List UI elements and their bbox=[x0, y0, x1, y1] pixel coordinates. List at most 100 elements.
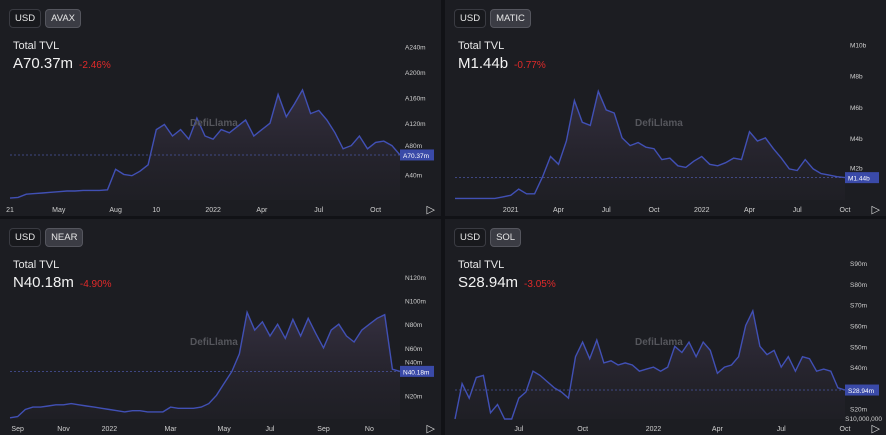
current-value-label: M1.44b bbox=[848, 176, 870, 183]
x-tick-label: 2022 bbox=[646, 426, 662, 433]
tvl-value: M1.44b bbox=[458, 55, 509, 72]
tvl-value-row: S28.94m -3.05% bbox=[458, 274, 556, 291]
x-tick-label: Sep bbox=[317, 426, 330, 433]
x-tick-label: Apr bbox=[256, 207, 268, 214]
x-tick-label: Oct bbox=[840, 426, 851, 433]
y-tick-label: M6b bbox=[850, 105, 863, 112]
tvl-area bbox=[10, 312, 400, 419]
x-tick-label: Jul bbox=[314, 207, 323, 214]
token-toggle-button[interactable]: SOL bbox=[490, 228, 522, 247]
usd-toggle-button[interactable]: USD bbox=[454, 228, 487, 247]
y-tick-label: S70m bbox=[850, 303, 867, 310]
y-tick-label: A40m bbox=[405, 172, 422, 179]
x-tick-label: 2021 bbox=[503, 207, 519, 214]
y-tick-label: S10,000,000 bbox=[845, 416, 882, 423]
x-tick-label: May bbox=[52, 207, 66, 214]
current-value-label: S28.94m bbox=[848, 388, 874, 395]
watermark-logo: DefiLlama bbox=[190, 118, 238, 129]
tvl-value-row: M1.44b -0.77% bbox=[458, 55, 546, 72]
x-tick-label: 2022 bbox=[102, 426, 118, 433]
y-tick-label: M10b bbox=[850, 43, 867, 50]
tvl-value-row: A70.37m -2.46% bbox=[13, 55, 111, 72]
watermark-logo: DefiLlama bbox=[635, 337, 683, 348]
play-icon[interactable]: ▷ bbox=[426, 423, 435, 435]
y-tick-label: N40m bbox=[405, 359, 422, 366]
current-value-label: A70.37m bbox=[403, 153, 429, 160]
tvl-chart: N20m N40m N60m N80m N100m N120m N40.18m Sep Nov 2… bbox=[9, 275, 434, 433]
tvl-area bbox=[455, 91, 845, 200]
tvl-change: -0.77% bbox=[514, 60, 546, 71]
watermark-logo: DefiLlama bbox=[190, 337, 238, 348]
y-tick-label: N100m bbox=[405, 298, 426, 305]
usd-toggle-button[interactable]: USD bbox=[9, 228, 42, 247]
x-tick-label: 2022 bbox=[694, 207, 710, 214]
x-tick-label: Aug bbox=[109, 207, 122, 214]
y-tick-label: A120m bbox=[405, 121, 426, 128]
y-tick-label: A200m bbox=[405, 70, 426, 77]
x-tick-label: Oct bbox=[370, 207, 381, 214]
y-tick-label: S80m bbox=[850, 282, 867, 289]
current-value-badge bbox=[845, 172, 879, 184]
y-tick-label: S60m bbox=[850, 323, 867, 330]
x-tick-label: Jul bbox=[514, 426, 523, 433]
x-tick-label: Oct bbox=[840, 207, 851, 214]
tvl-line bbox=[9, 88, 401, 199]
y-tick-label: A80m bbox=[405, 143, 422, 150]
y-tick-label: M4b bbox=[850, 136, 863, 143]
token-toggle-button[interactable]: AVAX bbox=[45, 9, 81, 28]
x-tick-label: Mar bbox=[165, 426, 178, 433]
x-tick-label: Jul bbox=[602, 207, 611, 214]
tvl-label: Total TVL bbox=[13, 40, 60, 52]
tvl-label: Total TVL bbox=[458, 259, 505, 271]
tvl-chart: S10,000,000 S20m S40m S50m S60m S70m S80m S90m S… bbox=[454, 261, 882, 433]
x-tick-label: May bbox=[218, 426, 232, 433]
tvl-line bbox=[455, 89, 846, 200]
watermark-logo: DefiLlama bbox=[635, 118, 683, 129]
sol-tvl-panel: S10,000,000 S20m S40m S50m S60m S70m S80m S90m S… bbox=[445, 219, 886, 435]
token-toggle-button[interactable]: MATIC bbox=[490, 9, 531, 28]
x-tick-label: 21 bbox=[6, 207, 14, 214]
usd-toggle-button[interactable]: USD bbox=[454, 9, 487, 28]
current-value-badge bbox=[400, 149, 434, 161]
tvl-area bbox=[455, 310, 845, 419]
y-tick-label: M8b bbox=[850, 74, 863, 81]
x-tick-label: Apr bbox=[712, 426, 724, 433]
y-tick-label: N80m bbox=[405, 322, 422, 329]
x-tick-label: Oct bbox=[649, 207, 660, 214]
avax-tvl-panel: A40m A80m A120m A160m A200m A240m A70.37m 21 May… bbox=[0, 0, 441, 216]
x-tick-label: Jul bbox=[777, 426, 786, 433]
y-tick-label: S40m bbox=[850, 365, 867, 372]
token-toggle-button[interactable]: NEAR bbox=[45, 228, 84, 247]
y-tick-label: S90m bbox=[850, 261, 867, 268]
current-value-badge bbox=[400, 365, 434, 377]
tvl-change: -4.90% bbox=[79, 279, 112, 290]
y-tick-label: N60m bbox=[405, 346, 422, 353]
x-tick-label: Apr bbox=[553, 207, 565, 214]
tvl-value: N40.18m bbox=[13, 274, 74, 291]
tvl-value-row: N40.18m -4.90% bbox=[13, 274, 112, 291]
x-tick-label: 2022 bbox=[205, 207, 221, 214]
y-tick-label: A240m bbox=[405, 44, 426, 51]
tvl-line bbox=[9, 309, 401, 419]
x-tick-label: 10 bbox=[152, 207, 160, 214]
tvl-change: -3.05% bbox=[524, 279, 556, 290]
current-value-badge bbox=[845, 384, 879, 396]
y-tick-label: A160m bbox=[405, 96, 426, 103]
tvl-line bbox=[454, 308, 846, 420]
tvl-chart: M2b M4b M6b M8b M10b M1.44b 2021 Apr Jul Oct 2022 A… bbox=[455, 43, 879, 214]
tvl-area bbox=[10, 89, 400, 200]
x-tick-label: Apr bbox=[744, 207, 756, 214]
play-icon[interactable]: ▷ bbox=[871, 204, 880, 216]
y-tick-label: M2b bbox=[850, 166, 863, 173]
y-tick-label: N120m bbox=[405, 275, 426, 282]
y-tick-label: S50m bbox=[850, 344, 867, 351]
play-icon[interactable]: ▷ bbox=[426, 204, 435, 216]
x-tick-label: Oct bbox=[577, 426, 588, 433]
x-tick-label: Jul bbox=[266, 426, 275, 433]
tvl-chart: A40m A80m A120m A160m A200m A240m A70.37m 21 May… bbox=[6, 44, 434, 214]
usd-toggle-button[interactable]: USD bbox=[9, 9, 42, 28]
x-tick-label: Sep bbox=[11, 426, 24, 433]
y-tick-label: S20m bbox=[850, 407, 867, 414]
current-value-label: N40.18m bbox=[403, 369, 429, 376]
play-icon[interactable]: ▷ bbox=[871, 423, 880, 435]
